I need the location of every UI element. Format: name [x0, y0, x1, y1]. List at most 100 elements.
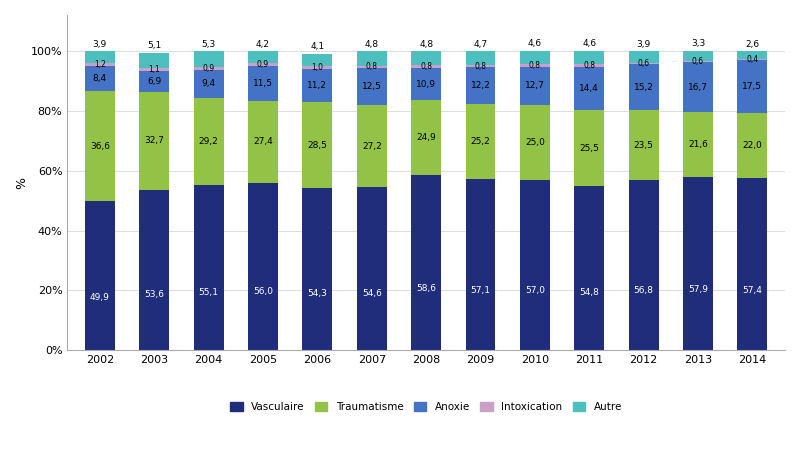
Text: 9,4: 9,4: [202, 79, 216, 89]
Text: 27,2: 27,2: [362, 142, 382, 151]
Text: 4,6: 4,6: [582, 39, 596, 48]
Text: 57,1: 57,1: [470, 286, 490, 295]
Bar: [574, 64, 604, 67]
Text: 5,3: 5,3: [202, 40, 216, 49]
Bar: [139, 190, 170, 350]
Bar: [574, 51, 604, 64]
Bar: [194, 98, 223, 185]
Text: 0,9: 0,9: [202, 64, 214, 73]
Text: 17,5: 17,5: [742, 82, 762, 91]
Bar: [520, 51, 550, 64]
Bar: [683, 61, 713, 62]
Bar: [738, 59, 767, 60]
Bar: [357, 66, 386, 68]
Text: 27,4: 27,4: [253, 137, 273, 146]
Text: 24,9: 24,9: [416, 133, 436, 142]
Bar: [139, 53, 170, 68]
Bar: [574, 110, 604, 186]
Bar: [738, 51, 767, 59]
Text: 0,8: 0,8: [529, 61, 541, 70]
Bar: [629, 51, 658, 62]
Y-axis label: %: %: [15, 177, 28, 189]
Bar: [466, 65, 495, 68]
Bar: [738, 60, 767, 113]
Text: 12,5: 12,5: [362, 82, 382, 91]
Text: 3,3: 3,3: [691, 39, 705, 48]
Bar: [629, 110, 658, 180]
Bar: [302, 69, 332, 103]
Bar: [629, 180, 658, 350]
Text: 0,8: 0,8: [583, 61, 595, 70]
Text: 23,5: 23,5: [634, 141, 654, 150]
Text: 21,6: 21,6: [688, 140, 708, 149]
Text: 1,1: 1,1: [148, 65, 160, 74]
Text: 0,9: 0,9: [257, 60, 269, 69]
Bar: [139, 92, 170, 190]
Text: 0,8: 0,8: [366, 62, 378, 71]
Text: 55,1: 55,1: [198, 288, 218, 297]
Text: 32,7: 32,7: [144, 137, 164, 145]
Text: 53,6: 53,6: [144, 289, 164, 299]
Text: 25,5: 25,5: [579, 144, 599, 152]
Text: 49,9: 49,9: [90, 294, 110, 302]
Text: 14,4: 14,4: [579, 84, 599, 93]
Bar: [85, 62, 115, 66]
Bar: [520, 180, 550, 350]
Bar: [683, 51, 713, 61]
Bar: [139, 71, 170, 92]
Text: 25,0: 25,0: [525, 138, 545, 147]
Text: 4,7: 4,7: [474, 40, 487, 48]
Bar: [302, 66, 332, 69]
Text: 3,9: 3,9: [93, 40, 107, 48]
Bar: [302, 103, 332, 188]
Bar: [629, 62, 658, 64]
Bar: [357, 51, 386, 66]
Text: 2,6: 2,6: [746, 40, 759, 49]
Bar: [248, 183, 278, 350]
Bar: [85, 66, 115, 91]
Bar: [466, 68, 495, 104]
Text: 0,6: 0,6: [638, 59, 650, 68]
Bar: [574, 186, 604, 350]
Bar: [683, 177, 713, 350]
Text: 4,2: 4,2: [256, 40, 270, 48]
Text: 56,0: 56,0: [253, 287, 273, 296]
Text: 5,1: 5,1: [147, 41, 162, 50]
Bar: [194, 67, 223, 70]
Text: 15,2: 15,2: [634, 82, 654, 92]
Bar: [194, 185, 223, 350]
Text: 0,4: 0,4: [746, 55, 758, 64]
Bar: [520, 67, 550, 105]
Text: 57,4: 57,4: [742, 286, 762, 295]
Bar: [466, 179, 495, 350]
Bar: [411, 51, 441, 65]
Bar: [302, 54, 332, 66]
Text: 12,7: 12,7: [525, 81, 545, 90]
Text: 10,9: 10,9: [416, 80, 436, 89]
Text: 3,9: 3,9: [637, 40, 650, 48]
Text: 4,6: 4,6: [528, 39, 542, 48]
Text: 54,6: 54,6: [362, 288, 382, 298]
Bar: [194, 51, 223, 67]
Bar: [411, 68, 441, 100]
Text: 16,7: 16,7: [688, 83, 708, 92]
Bar: [248, 63, 278, 66]
Legend: Vasculaire, Traumatisme, Anoxie, Intoxication, Autre: Vasculaire, Traumatisme, Anoxie, Intoxic…: [227, 399, 625, 415]
Bar: [520, 64, 550, 67]
Bar: [629, 64, 658, 110]
Text: 8,4: 8,4: [93, 74, 107, 83]
Text: 58,6: 58,6: [416, 284, 436, 294]
Text: 4,8: 4,8: [419, 40, 433, 48]
Text: 36,6: 36,6: [90, 142, 110, 151]
Bar: [357, 187, 386, 350]
Text: 6,9: 6,9: [147, 77, 162, 86]
Text: 22,0: 22,0: [742, 141, 762, 150]
Text: 57,0: 57,0: [525, 286, 545, 295]
Bar: [411, 175, 441, 350]
Bar: [574, 67, 604, 110]
Bar: [357, 105, 386, 187]
Text: 0,8: 0,8: [420, 62, 432, 71]
Text: 54,8: 54,8: [579, 288, 599, 297]
Bar: [683, 112, 713, 177]
Bar: [738, 178, 767, 350]
